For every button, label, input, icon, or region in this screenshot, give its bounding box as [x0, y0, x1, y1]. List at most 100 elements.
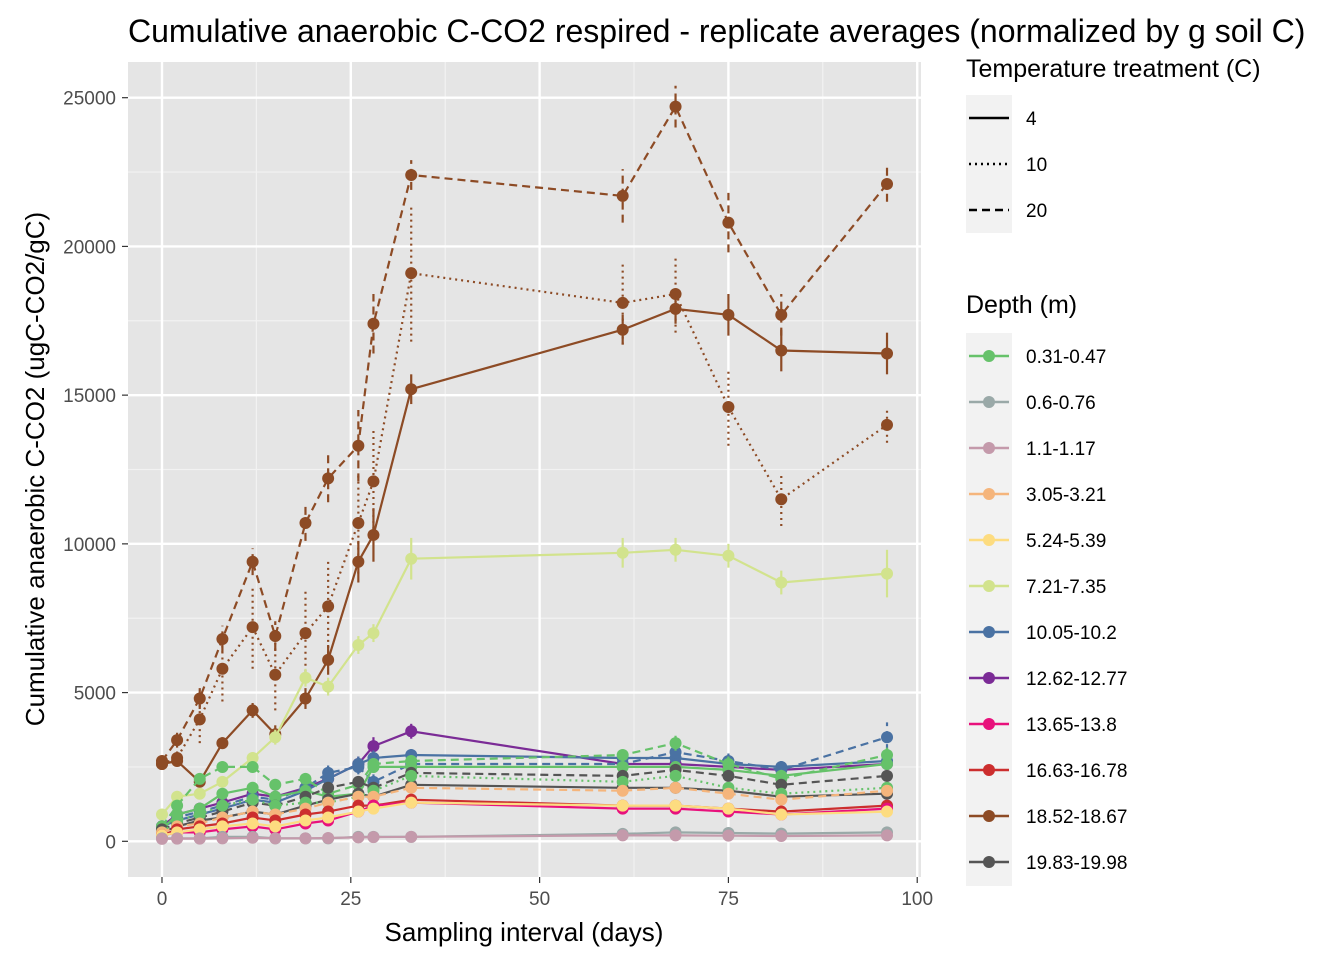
data-point: [775, 308, 788, 321]
y-axis-title: Cumulative anaerobic C-CO2 (ugC-CO2/gC): [20, 212, 50, 726]
data-point: [352, 760, 365, 773]
grid-major: [128, 62, 921, 877]
legend-temp-label: 4: [1026, 109, 1037, 130]
data-point: [775, 493, 788, 506]
data-point: [669, 829, 682, 842]
series-line: [161, 783, 888, 834]
data-point: [322, 680, 335, 693]
legend-depth-key-10.05-10.2: 10.05-10.2: [969, 623, 1117, 644]
data-point: [722, 802, 735, 815]
data-point: [616, 749, 629, 762]
legend-depth-label: 12.62-12.77: [1026, 669, 1127, 690]
legend-depth-label: 18.52-18.67: [1026, 807, 1127, 828]
series-line: [161, 774, 888, 834]
data-point: [269, 778, 282, 791]
data-point: [246, 793, 259, 806]
x-tick-label: 100: [901, 889, 933, 910]
data-point: [269, 630, 282, 643]
data-point: [269, 820, 282, 833]
data-point: [881, 567, 894, 580]
legend-depth-key-16.63-16.78: 16.63-16.78: [969, 761, 1127, 782]
legend-point-sample: [983, 350, 995, 362]
data-point: [669, 769, 682, 782]
data-point: [669, 737, 682, 750]
data-point: [616, 829, 629, 842]
data-point: [269, 832, 282, 845]
data-point: [405, 769, 418, 782]
y-tick-label: 25000: [63, 89, 116, 110]
data-point: [722, 769, 735, 782]
y-tick-label: 5000: [74, 684, 116, 705]
legend-point-sample: [983, 488, 995, 500]
legend-point-sample: [983, 764, 995, 776]
legend-point-sample: [983, 442, 995, 454]
data-point: [171, 790, 184, 803]
data-point: [246, 555, 259, 568]
data-point: [405, 169, 418, 182]
series-18.52-18.67-10C: [155, 204, 894, 770]
data-point: [322, 796, 335, 809]
data-point: [669, 100, 682, 113]
data-point: [405, 830, 418, 843]
chart-title: Cumulative anaerobic C-CO2 respired - re…: [128, 13, 1305, 49]
data-point: [405, 781, 418, 794]
data-point: [367, 740, 380, 753]
x-tick-label: 25: [340, 889, 361, 910]
data-point: [352, 439, 365, 452]
data-point: [367, 317, 380, 330]
data-point: [322, 781, 335, 794]
data-point: [352, 775, 365, 788]
series-line: [161, 548, 888, 816]
data-point: [881, 757, 894, 770]
data-point: [669, 543, 682, 556]
data-point: [299, 832, 312, 845]
data-point: [367, 831, 380, 844]
legend-depth-label: 16.63-16.78: [1026, 761, 1127, 782]
data-point: [881, 177, 894, 190]
legend-depth-label: 10.05-10.2: [1026, 623, 1117, 644]
series-18.52-18.67-20C: [155, 85, 894, 767]
x-axis-ticks: 0 25 50 75 100: [157, 877, 933, 910]
data-point: [269, 799, 282, 812]
data-point: [669, 799, 682, 812]
data-point: [216, 787, 229, 800]
data-point: [352, 790, 365, 803]
data-point: [405, 267, 418, 280]
series-line: [161, 307, 888, 784]
legend-depth-key-0.6-0.76: 0.6-0.76: [969, 393, 1096, 414]
data-point: [322, 811, 335, 824]
legend-depth-key-12.62-12.77: 12.62-12.77: [969, 669, 1127, 690]
data-point: [616, 760, 629, 773]
data-point: [775, 808, 788, 821]
data-point: [775, 576, 788, 589]
data-point: [171, 832, 184, 845]
series-line: [161, 801, 888, 837]
y-tick-label: 20000: [63, 237, 116, 258]
data-point: [171, 799, 184, 812]
data-point: [216, 775, 229, 788]
data-point: [155, 754, 168, 767]
legend-depth-label: 7.21-7.35: [1026, 577, 1106, 598]
data-point: [405, 725, 418, 738]
legend-temp-label: 20: [1026, 201, 1047, 222]
data-point: [193, 832, 206, 845]
data-point: [616, 775, 629, 788]
data-point: [322, 600, 335, 613]
series-line: [161, 834, 888, 840]
data-point: [722, 549, 735, 562]
legend-depth-label: 5.24-5.39: [1026, 531, 1106, 552]
legend-depth-label: 13.65-13.8: [1026, 715, 1117, 736]
legend-depth-key-13.65-13.8: 13.65-13.8: [969, 715, 1117, 736]
data-point: [216, 799, 229, 812]
data-point: [246, 817, 259, 830]
data-point: [299, 517, 312, 530]
legend-point-sample: [983, 810, 995, 822]
data-point: [405, 796, 418, 809]
series-line: [161, 786, 888, 834]
data-point: [669, 302, 682, 315]
data-point: [722, 401, 735, 414]
x-tick-label: 50: [529, 889, 550, 910]
data-point: [367, 627, 380, 640]
data-point: [616, 784, 629, 797]
data-point: [367, 790, 380, 803]
